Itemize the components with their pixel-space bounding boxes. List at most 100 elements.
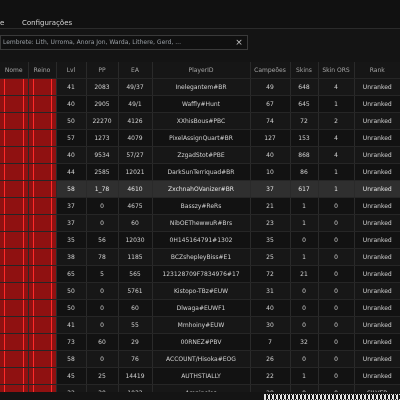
account-skins[interactable]: 648 bbox=[290, 78, 319, 96]
account-rank[interactable]: Unranked bbox=[354, 180, 400, 198]
column-header-player-id[interactable]: PlayerID bbox=[152, 62, 251, 79]
account-pp[interactable]: 2083 bbox=[86, 78, 119, 96]
account-player-id[interactable]: NibOEThewwuR#Brs bbox=[152, 214, 251, 232]
account-skins[interactable]: 645 bbox=[290, 95, 319, 113]
account-level[interactable]: 57 bbox=[56, 129, 87, 147]
account-realm[interactable]: EUW bbox=[28, 384, 57, 392]
account-realm[interactable]: EUW bbox=[28, 265, 57, 283]
account-skins[interactable]: 0 bbox=[290, 282, 319, 300]
account-pp[interactable]: 0 bbox=[86, 299, 119, 317]
account-ea[interactable]: 1033 bbox=[118, 384, 153, 392]
column-header-name[interactable]: Nome bbox=[0, 62, 29, 79]
account-rank[interactable]: SILVER bbox=[354, 384, 400, 392]
account-skin-orbs[interactable]: 2 bbox=[318, 112, 355, 130]
account-realm[interactable]: BR bbox=[28, 112, 57, 130]
account-rank[interactable]: Unranked bbox=[354, 248, 400, 266]
account-champions[interactable]: 21 bbox=[250, 197, 291, 215]
account-player-id[interactable]: XXhisBous#PBC bbox=[152, 112, 251, 130]
account-level[interactable]: 73 bbox=[56, 333, 87, 351]
account-skins[interactable]: 0 bbox=[290, 316, 319, 334]
account-realm[interactable]: EUW bbox=[28, 299, 57, 317]
account-skin-orbs[interactable]: 4 bbox=[318, 78, 355, 96]
column-header-level[interactable]: Lvl bbox=[56, 62, 87, 79]
account-realm[interactable]: EUW bbox=[28, 333, 57, 351]
menu-item-file[interactable]: e bbox=[0, 19, 5, 27]
search-input[interactable]: Lembrete: Lith, Urroma, Anora Jon, Warda… bbox=[3, 39, 181, 46]
account-ea[interactable]: 29 bbox=[118, 333, 153, 351]
account-skin-orbs[interactable]: 0 bbox=[318, 197, 355, 215]
account-ea[interactable]: 1185 bbox=[118, 248, 153, 266]
account-pp[interactable]: 0 bbox=[86, 197, 119, 215]
account-champions[interactable]: 40 bbox=[250, 146, 291, 164]
account-champions[interactable]: 23 bbox=[250, 214, 291, 232]
account-ea[interactable]: 5761 bbox=[118, 282, 153, 300]
account-rank[interactable]: Unranked bbox=[354, 282, 400, 300]
table-row[interactable]: anon10EUW3556120300H145164791#13023500Un… bbox=[0, 231, 400, 249]
account-ea[interactable]: 76 bbox=[118, 350, 153, 368]
account-name[interactable]: anon5 bbox=[0, 146, 29, 164]
account-rank[interactable]: Unranked bbox=[354, 316, 400, 334]
account-rank[interactable]: Unranked bbox=[354, 163, 400, 181]
account-ea[interactable]: 49/37 bbox=[118, 78, 153, 96]
account-player-id[interactable]: Inelegantem#BR bbox=[152, 78, 251, 96]
account-realm[interactable]: BR bbox=[28, 95, 57, 113]
table-row[interactable]: anon17EUW58076ACCOUNT/Hisoka#EOG2600Unra… bbox=[0, 350, 400, 368]
account-champions[interactable]: 30 bbox=[250, 316, 291, 334]
account-skins[interactable]: 153 bbox=[290, 129, 319, 147]
table-row[interactable]: anon1BR41208349/37Inelegantem#BR496484Un… bbox=[0, 78, 400, 96]
account-ea[interactable]: 49/1 bbox=[118, 95, 153, 113]
account-pp[interactable]: 0 bbox=[86, 316, 119, 334]
account-name[interactable]: anon19 bbox=[0, 384, 29, 392]
account-level[interactable]: 58 bbox=[56, 180, 87, 198]
account-name[interactable]: anon18 bbox=[0, 367, 29, 385]
account-name[interactable]: anon8 bbox=[0, 197, 29, 215]
account-player-id[interactable]: Kistopo-TBz#EUW bbox=[152, 282, 251, 300]
account-player-id[interactable]: PixelAssignQuart#BR bbox=[152, 129, 251, 147]
account-player-id[interactable]: ACCOUNT/Hisoka#EOG bbox=[152, 350, 251, 368]
account-rank[interactable]: Unranked bbox=[354, 299, 400, 317]
account-ea[interactable]: 60 bbox=[118, 214, 153, 232]
account-realm[interactable]: EUW bbox=[28, 367, 57, 385]
account-name[interactable]: anon1 bbox=[0, 78, 29, 96]
account-pp[interactable]: 0 bbox=[86, 282, 119, 300]
account-skins[interactable]: 1 bbox=[290, 214, 319, 232]
account-skin-orbs[interactable]: 0 bbox=[318, 333, 355, 351]
account-skins[interactable]: 0 bbox=[290, 299, 319, 317]
account-ea[interactable]: 12021 bbox=[118, 163, 153, 181]
account-player-id[interactable]: AUTHSTIALLY bbox=[152, 367, 251, 385]
account-ea[interactable]: 4079 bbox=[118, 129, 153, 147]
account-ea[interactable]: 55 bbox=[118, 316, 153, 334]
column-header-realm[interactable]: Reino bbox=[28, 62, 57, 79]
account-pp[interactable]: 0 bbox=[86, 350, 119, 368]
account-level[interactable]: 44 bbox=[56, 163, 87, 181]
account-name[interactable]: anon3 bbox=[0, 112, 29, 130]
table-row[interactable]: anon7BR581_784610ZxchnahOVanizer#BR37617… bbox=[0, 180, 400, 198]
account-skin-orbs[interactable]: 0 bbox=[318, 214, 355, 232]
account-ea[interactable]: 57/27 bbox=[118, 146, 153, 164]
account-level[interactable]: 58 bbox=[56, 350, 87, 368]
table-row[interactable]: anon19EUW32301033Ampipelos2800SILVER bbox=[0, 384, 400, 392]
account-skin-orbs[interactable]: 0 bbox=[318, 299, 355, 317]
account-rank[interactable]: Unranked bbox=[354, 78, 400, 96]
account-name[interactable]: anon15 bbox=[0, 316, 29, 334]
account-skin-orbs[interactable]: 0 bbox=[318, 384, 355, 392]
table-row[interactable]: anon4BR5712734079PixelAssignQuart#BR1271… bbox=[0, 129, 400, 147]
account-player-id[interactable]: Waffly#Hunt bbox=[152, 95, 251, 113]
account-realm[interactable]: EUW bbox=[28, 214, 57, 232]
account-skins[interactable]: 0 bbox=[290, 231, 319, 249]
account-name[interactable]: anon6 bbox=[0, 163, 29, 181]
account-skins[interactable]: 32 bbox=[290, 333, 319, 351]
account-champions[interactable]: 35 bbox=[250, 231, 291, 249]
table-row[interactable]: anon6BR44258512021DarkSunTerriquad#BR108… bbox=[0, 163, 400, 181]
account-level[interactable]: 37 bbox=[56, 197, 87, 215]
table-row[interactable]: anon12EUW655565123128709F7834976#1772210… bbox=[0, 265, 400, 283]
account-realm[interactable]: EUW bbox=[28, 197, 57, 215]
account-champions[interactable]: 28 bbox=[250, 384, 291, 392]
horizontal-scrollbar[interactable] bbox=[264, 394, 400, 400]
account-name[interactable]: anon17 bbox=[0, 350, 29, 368]
account-level[interactable]: 40 bbox=[56, 146, 87, 164]
account-skins[interactable]: 0 bbox=[290, 384, 319, 392]
